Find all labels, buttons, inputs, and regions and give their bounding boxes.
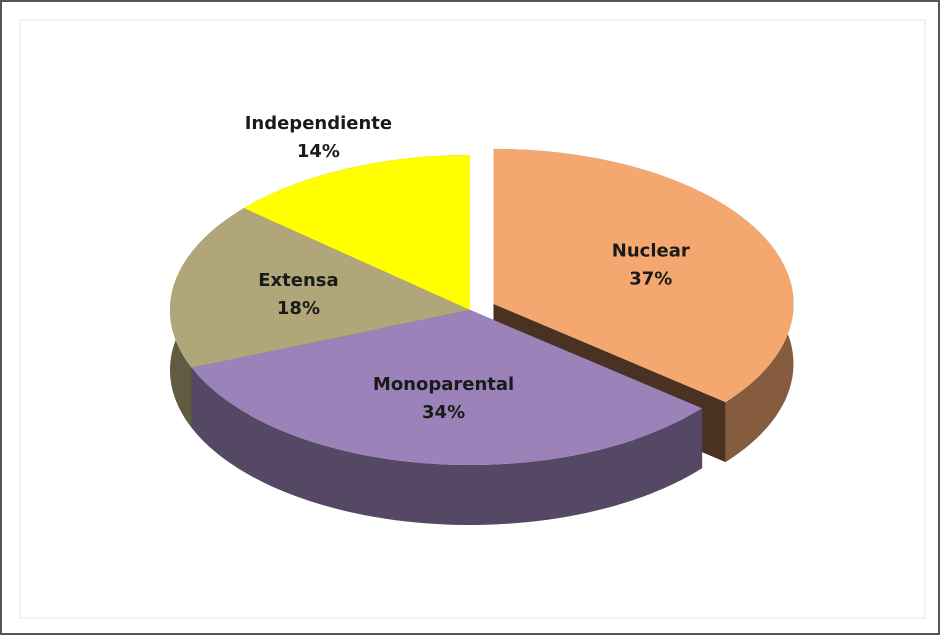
slice-side [191, 367, 703, 525]
slice-label-name: Monoparental [373, 374, 514, 395]
slice [170, 208, 470, 368]
plot-frame [19, 19, 926, 619]
slice-label-value: 14% [297, 141, 340, 162]
slice [243, 155, 470, 310]
slice-label-value: 34% [422, 402, 465, 423]
slice-label-name: Independiente [245, 113, 392, 134]
slice [191, 310, 703, 465]
slice-label-value: 18% [277, 298, 320, 319]
slice-label-name: Extensa [258, 270, 338, 291]
slice-label-value: 37% [629, 268, 672, 289]
slice-label-name: Nuclear [612, 240, 690, 261]
slice [493, 148, 794, 403]
